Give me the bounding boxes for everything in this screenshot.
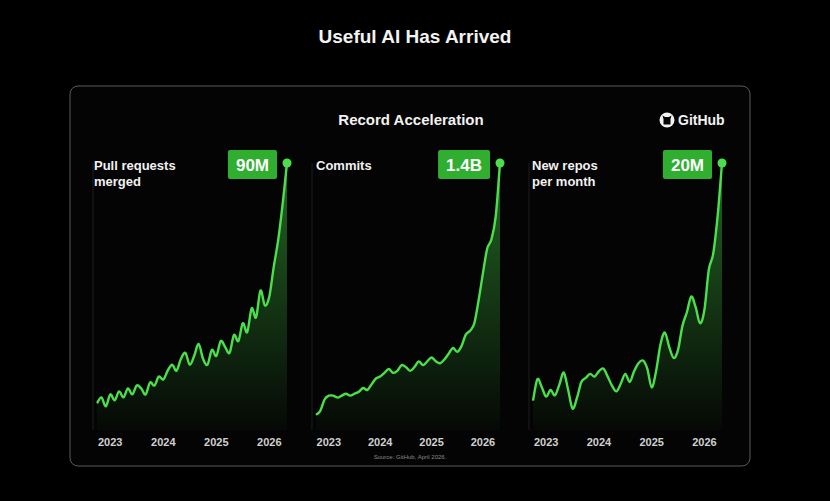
area	[316, 163, 500, 430]
y-range-line	[312, 163, 313, 430]
area	[97, 163, 287, 430]
annotation: 20M	[671, 156, 704, 175]
line	[97, 163, 287, 406]
end-dot	[496, 159, 505, 168]
x-tick-label: 2023	[534, 436, 558, 448]
annotation: 1.4B	[446, 156, 482, 175]
line	[533, 163, 722, 409]
brand-icon-circle	[660, 113, 675, 128]
x-tick-label: 2025	[204, 436, 228, 448]
area	[533, 163, 722, 430]
chart-title-line: Commits	[316, 158, 372, 173]
x-tick-label: 2025	[639, 436, 663, 448]
annotation-bg	[228, 150, 277, 179]
marks	[97, 163, 287, 430]
x-tick-label: 2024	[151, 436, 176, 448]
chart-title: New reposper month	[532, 158, 598, 189]
y-range-line	[93, 163, 94, 430]
source-note: Source: GitHub, April 2026.	[374, 454, 447, 460]
x-tick-label: 2025	[419, 436, 443, 448]
x-tick-label: 2023	[317, 436, 341, 448]
chart-title-line: merged	[94, 174, 141, 189]
marks	[533, 163, 722, 430]
slide: Useful AI Has Arrived Record Acceleration…	[0, 0, 830, 501]
annotation-box: 90M	[228, 150, 277, 179]
x-tick-label: 2026	[257, 436, 281, 448]
annotation-box: 20M	[663, 150, 712, 179]
slide-title: Useful AI Has Arrived	[319, 26, 512, 47]
chart-title-line: per month	[532, 174, 596, 189]
panel-frame	[70, 86, 750, 466]
chart-title-line: New repos	[532, 158, 598, 173]
line	[316, 163, 500, 415]
chart-title: Pull requestsmerged	[94, 158, 176, 189]
marks	[316, 163, 500, 430]
end-dot	[718, 159, 727, 168]
x-tick-label: 2026	[471, 436, 495, 448]
background	[0, 0, 830, 501]
x-tick-label: 2026	[692, 436, 716, 448]
end-dot	[283, 159, 292, 168]
brand-icon-cat	[663, 116, 672, 125]
brand: GitHub	[678, 112, 725, 128]
chart-title: Commits	[316, 158, 372, 173]
y-range-line	[529, 163, 530, 430]
brand-icon	[660, 113, 675, 128]
x-tick-label: 2024	[368, 436, 393, 448]
annotation-box: 1.4B	[438, 150, 490, 179]
chart-2: New reposper month 2023 2024 2025 2026 20M	[529, 150, 727, 448]
panel-title: Record Acceleration	[338, 111, 483, 128]
annotation-bg	[438, 150, 490, 179]
chart-1: Commits 2023 2024 2025 2026 1.4B	[312, 150, 505, 448]
chart-title-line: Pull requests	[94, 158, 176, 173]
chart-0: Pull requestsmerged 2023 2024 2025 2026 90M	[93, 150, 292, 448]
x-tick-label: 2024	[587, 436, 612, 448]
annotation-bg	[663, 150, 712, 179]
x-tick-label: 2023	[98, 436, 122, 448]
annotation: 90M	[236, 156, 269, 175]
